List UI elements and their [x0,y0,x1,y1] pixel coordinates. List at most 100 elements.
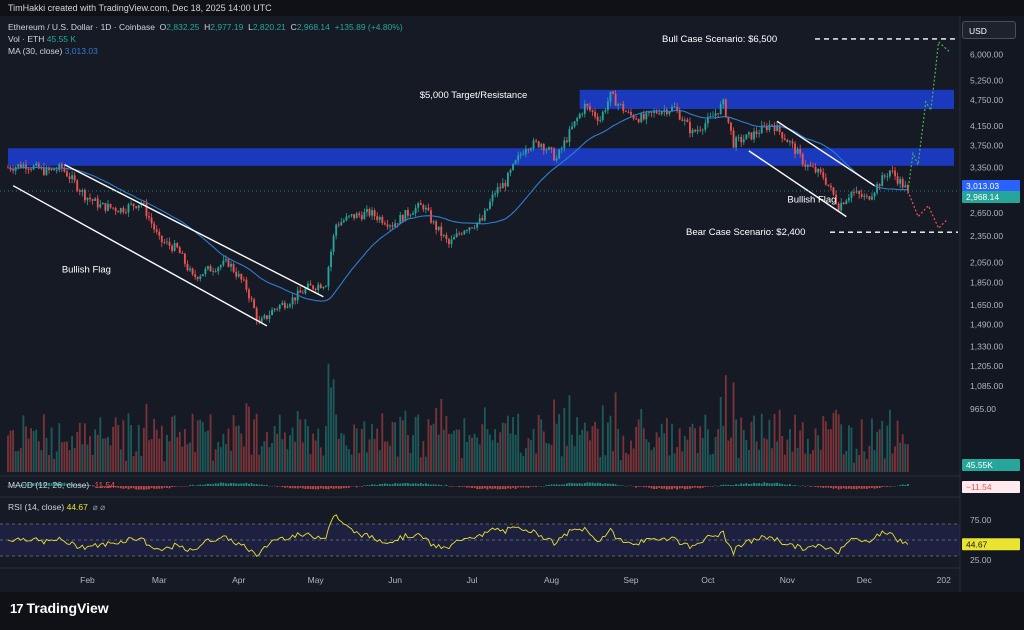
volume-bar [655,432,658,472]
candle [606,97,609,114]
candle [240,273,243,284]
legend-volume: 45.55 K [46,34,77,44]
candle-body [355,213,358,219]
macd-bar [571,483,573,486]
macd-bar [322,486,325,489]
macd-bar [386,483,389,486]
volume-bar [527,438,530,472]
candle [330,249,332,272]
candle-body [181,253,184,255]
candle-body [304,288,307,294]
candle-body [658,113,661,115]
candle [835,190,837,206]
candle [868,195,871,201]
candle [171,244,173,254]
candle-body [837,203,840,211]
macd-bar [817,486,820,488]
candle [663,105,666,117]
volume-bar [383,441,386,472]
volume-bar [565,445,568,472]
candle-body [560,148,563,150]
macd-bar [530,486,532,487]
candle-body [540,144,543,148]
candle [496,182,499,198]
candle-body [317,284,320,290]
volume-bar [876,431,879,472]
candle-body [255,308,258,321]
candle-body [650,112,653,113]
volume-bar [214,449,217,472]
candle-body [660,111,663,115]
candle-body [286,306,289,308]
macd-bar [383,483,386,486]
macd-bar [181,486,184,487]
macd-bar [119,486,122,489]
tradingview-logo[interactable]: 17 TradingView [10,600,109,616]
macd-bar [148,486,150,490]
volume-bar [140,455,143,472]
volume-bar [635,426,638,472]
candle-body [481,218,484,221]
macd-bar [842,486,845,489]
candle-body [873,192,876,197]
candle-body [576,118,579,122]
candle [676,102,679,114]
candle-body [827,184,830,186]
volume-bar [289,435,291,472]
volume-bar [824,421,827,472]
macd-bar [191,484,194,486]
candle-body [632,114,635,119]
macd-bar [778,483,781,486]
candle-body [624,111,627,112]
macd-bar [407,483,409,486]
volume-bar [660,423,663,472]
macd-bar [650,486,653,489]
candle-body [871,196,873,200]
candle-body [758,133,761,135]
volume-bar [463,418,466,472]
volume-bar [589,440,591,472]
candle-body [586,103,589,107]
macd-bar [745,483,748,486]
volume-bar [512,417,514,472]
macd-bar [235,483,238,486]
candle-body [548,147,550,150]
candle-body [232,263,235,272]
volume-bar [476,437,479,472]
volume-bar [676,447,679,472]
candle-body [737,136,740,138]
candle-body [509,169,512,173]
candle [686,117,689,123]
volume-bar [832,412,835,472]
macd-bar [801,485,804,486]
volume-bar [412,435,414,472]
macd-bar [237,483,240,486]
candle-body [248,289,250,299]
candle-body [381,217,384,224]
flag-channel-line [12,185,268,327]
candle [317,282,320,295]
macd-bar [378,483,381,486]
candle [565,137,568,144]
volume-bar [622,435,625,472]
candle-body [640,113,643,123]
candle [727,117,730,125]
macd-bar [424,483,427,486]
volume-bar [683,436,686,472]
candle [637,118,640,124]
currency-button[interactable]: USD [962,21,1016,39]
candle [604,107,607,114]
volume-bar [742,430,745,472]
macd-bar [245,482,248,486]
candle [283,300,286,311]
candle [60,162,63,173]
macd-bar [342,486,345,489]
candle [786,138,789,143]
macd-bar [722,484,725,486]
macd-bar [804,486,807,487]
candle [419,199,422,206]
price-tick-label: 1,085.00 [970,381,1003,391]
candle-body [365,209,368,213]
volume-bar [53,458,56,472]
